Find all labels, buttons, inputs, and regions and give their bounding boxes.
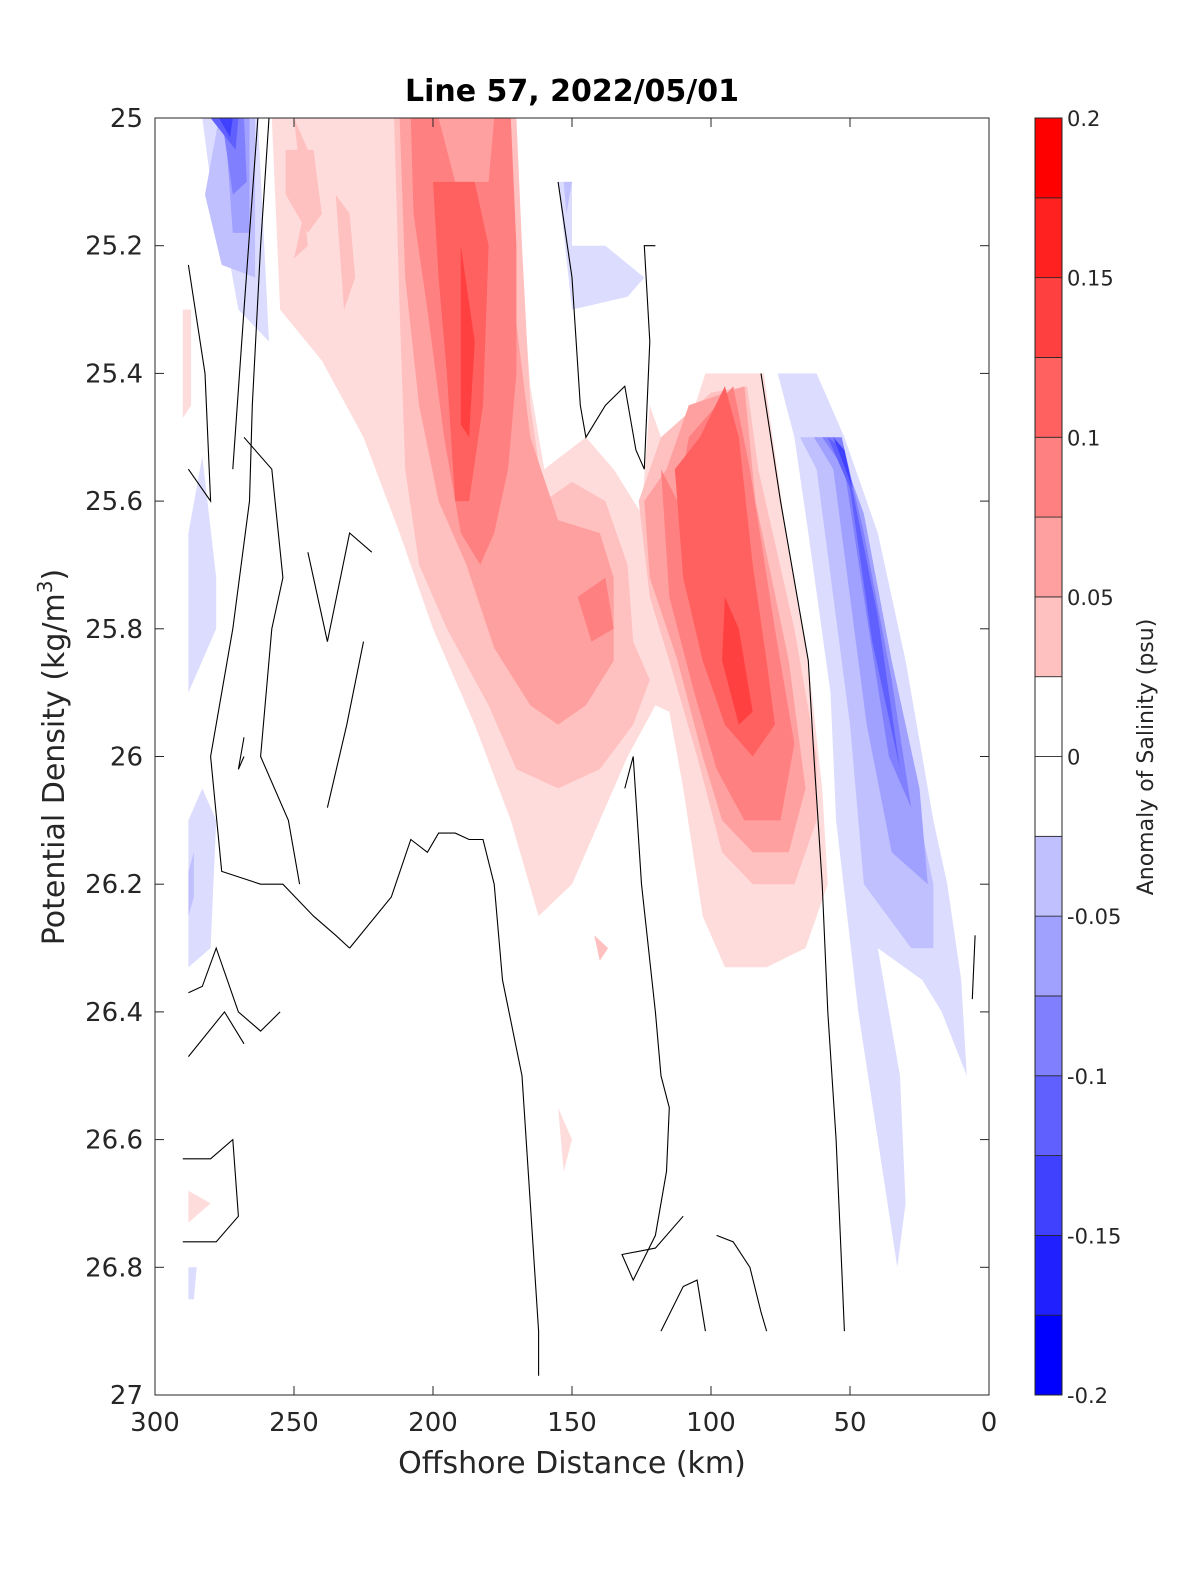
contour-fill-region xyxy=(827,437,900,770)
zero-contour-line xyxy=(349,832,540,1376)
colorbar-band xyxy=(1034,756,1063,837)
y-axis-label-sup: 3 xyxy=(33,580,57,593)
contour-fill-region xyxy=(674,386,775,757)
contour-fill-region xyxy=(335,194,356,310)
zero-contour-line xyxy=(307,531,373,642)
contour-fill-region xyxy=(722,596,753,725)
contour-fill-region xyxy=(218,118,233,138)
colorbar-band xyxy=(1034,1155,1063,1236)
colorbar-tick-label: 0.1 xyxy=(1067,426,1100,450)
contour-fill-region xyxy=(558,181,645,310)
x-tick-label: 100 xyxy=(686,1408,736,1438)
zero-contour-line xyxy=(182,1138,239,1243)
colorbar-frame xyxy=(1034,117,1063,1396)
zero-contour-line xyxy=(187,264,212,503)
colorbar-tick-label: 0.05 xyxy=(1067,586,1114,610)
y-tick-label: 26 xyxy=(110,743,143,773)
contour-fill-region xyxy=(188,788,217,968)
colorbar-tick-label: 0.15 xyxy=(1067,267,1114,291)
x-tick-label: 300 xyxy=(130,1408,180,1438)
colorbar-band xyxy=(1034,357,1063,438)
x-tick-label: 200 xyxy=(408,1408,458,1438)
zero-contour-line xyxy=(971,935,976,1000)
x-tick-label: 50 xyxy=(833,1408,866,1438)
colorbar-band xyxy=(1034,197,1063,279)
contour-fill-region xyxy=(188,852,194,917)
colorbar-tick-label: -0.2 xyxy=(1067,1384,1108,1408)
contour-fill-region xyxy=(460,245,475,438)
zero-contour-line xyxy=(210,117,350,949)
zero-contour-line xyxy=(716,1234,768,1332)
contour-fill-region xyxy=(577,577,614,642)
colorbar-tick-label: 0.2 xyxy=(1067,107,1100,131)
colorbar-tick-label: -0.05 xyxy=(1067,905,1121,929)
y-tick-label: 26.8 xyxy=(85,1253,143,1283)
contour-fill-region xyxy=(563,181,572,214)
contour-fill-region xyxy=(188,456,217,693)
zero-contour-line xyxy=(243,436,301,885)
colorbar-tick-label: 0 xyxy=(1067,746,1080,770)
y-axis-label: Potential Density (kg/m3) xyxy=(33,569,72,945)
contour-fill-region xyxy=(182,309,192,419)
y-tick-label: 26.6 xyxy=(85,1126,143,1156)
colorbar-band xyxy=(1034,516,1063,598)
x-tick-label: 0 xyxy=(981,1408,998,1438)
y-axis-label-main: Potential Density (kg/m xyxy=(37,593,72,945)
colorbar-tick-label: -0.15 xyxy=(1067,1224,1121,1248)
colorbar-band xyxy=(1034,117,1063,199)
y-axis: 25 25.2 25.4 25.6 25.8 26 26.2 26.4 26.6 26.8 27 xyxy=(85,104,989,1411)
zero-contour-line xyxy=(232,117,259,470)
colorbar-band xyxy=(1034,596,1063,678)
x-axis: 300 250 200 150 100 50 0 xyxy=(130,118,997,1438)
colorbar-band xyxy=(1034,277,1063,358)
contour-fill-region xyxy=(558,1107,572,1172)
zero-contour-line xyxy=(188,946,281,1032)
y-tick-label: 25.2 xyxy=(85,232,143,262)
colorbar-band xyxy=(1034,1234,1063,1316)
chart-title: Line 57, 2022/05/01 xyxy=(405,74,739,109)
contour-fill-region xyxy=(285,149,322,233)
contour-lines xyxy=(182,117,976,1376)
contour-fill-region xyxy=(188,1190,211,1223)
y-tick-label: 25.6 xyxy=(85,487,143,517)
zero-contour-line xyxy=(760,373,845,1332)
colorbar-band xyxy=(1034,1314,1063,1396)
colorbar-tick-label: -0.1 xyxy=(1067,1065,1108,1089)
y-tick-label: 27 xyxy=(110,1381,143,1411)
y-tick-label: 26.4 xyxy=(85,998,143,1028)
y-tick-label: 25 xyxy=(110,104,143,134)
zero-contour-line xyxy=(237,737,245,770)
colorbar-band xyxy=(1034,995,1063,1077)
colorbar-band xyxy=(1034,1075,1063,1156)
colorbar-band xyxy=(1034,835,1063,917)
x-tick-label: 250 xyxy=(269,1408,319,1438)
colorbar-band xyxy=(1034,915,1063,997)
colorbar-band xyxy=(1034,676,1063,757)
zero-contour-line xyxy=(326,641,365,808)
y-tick-label: 25.4 xyxy=(85,359,143,389)
zero-contour-line xyxy=(187,1010,245,1057)
contour-fill-region xyxy=(594,935,609,961)
contour-fill-region xyxy=(188,1267,197,1300)
plot-area xyxy=(182,118,967,1300)
zero-contour-line xyxy=(621,756,684,1282)
colorbar: -0.2 -0.15 -0.1 -0.05 0 0.05 0.1 0.15 0.2 xyxy=(1034,107,1121,1408)
x-tick-label: 150 xyxy=(547,1408,597,1438)
y-tick-label: 25.8 xyxy=(85,615,143,645)
y-tick-label: 26.2 xyxy=(85,870,143,900)
colorbar-band xyxy=(1034,436,1063,518)
x-axis-label: Offshore Distance (km) xyxy=(398,1446,746,1481)
y-axis-label-close: ) xyxy=(37,569,72,581)
contour-fill-region xyxy=(833,437,853,489)
zero-contour-line xyxy=(660,1279,706,1332)
colorbar-label: Anomaly of Salinity (psu) xyxy=(1134,619,1159,896)
zero-contour-line xyxy=(557,181,656,470)
